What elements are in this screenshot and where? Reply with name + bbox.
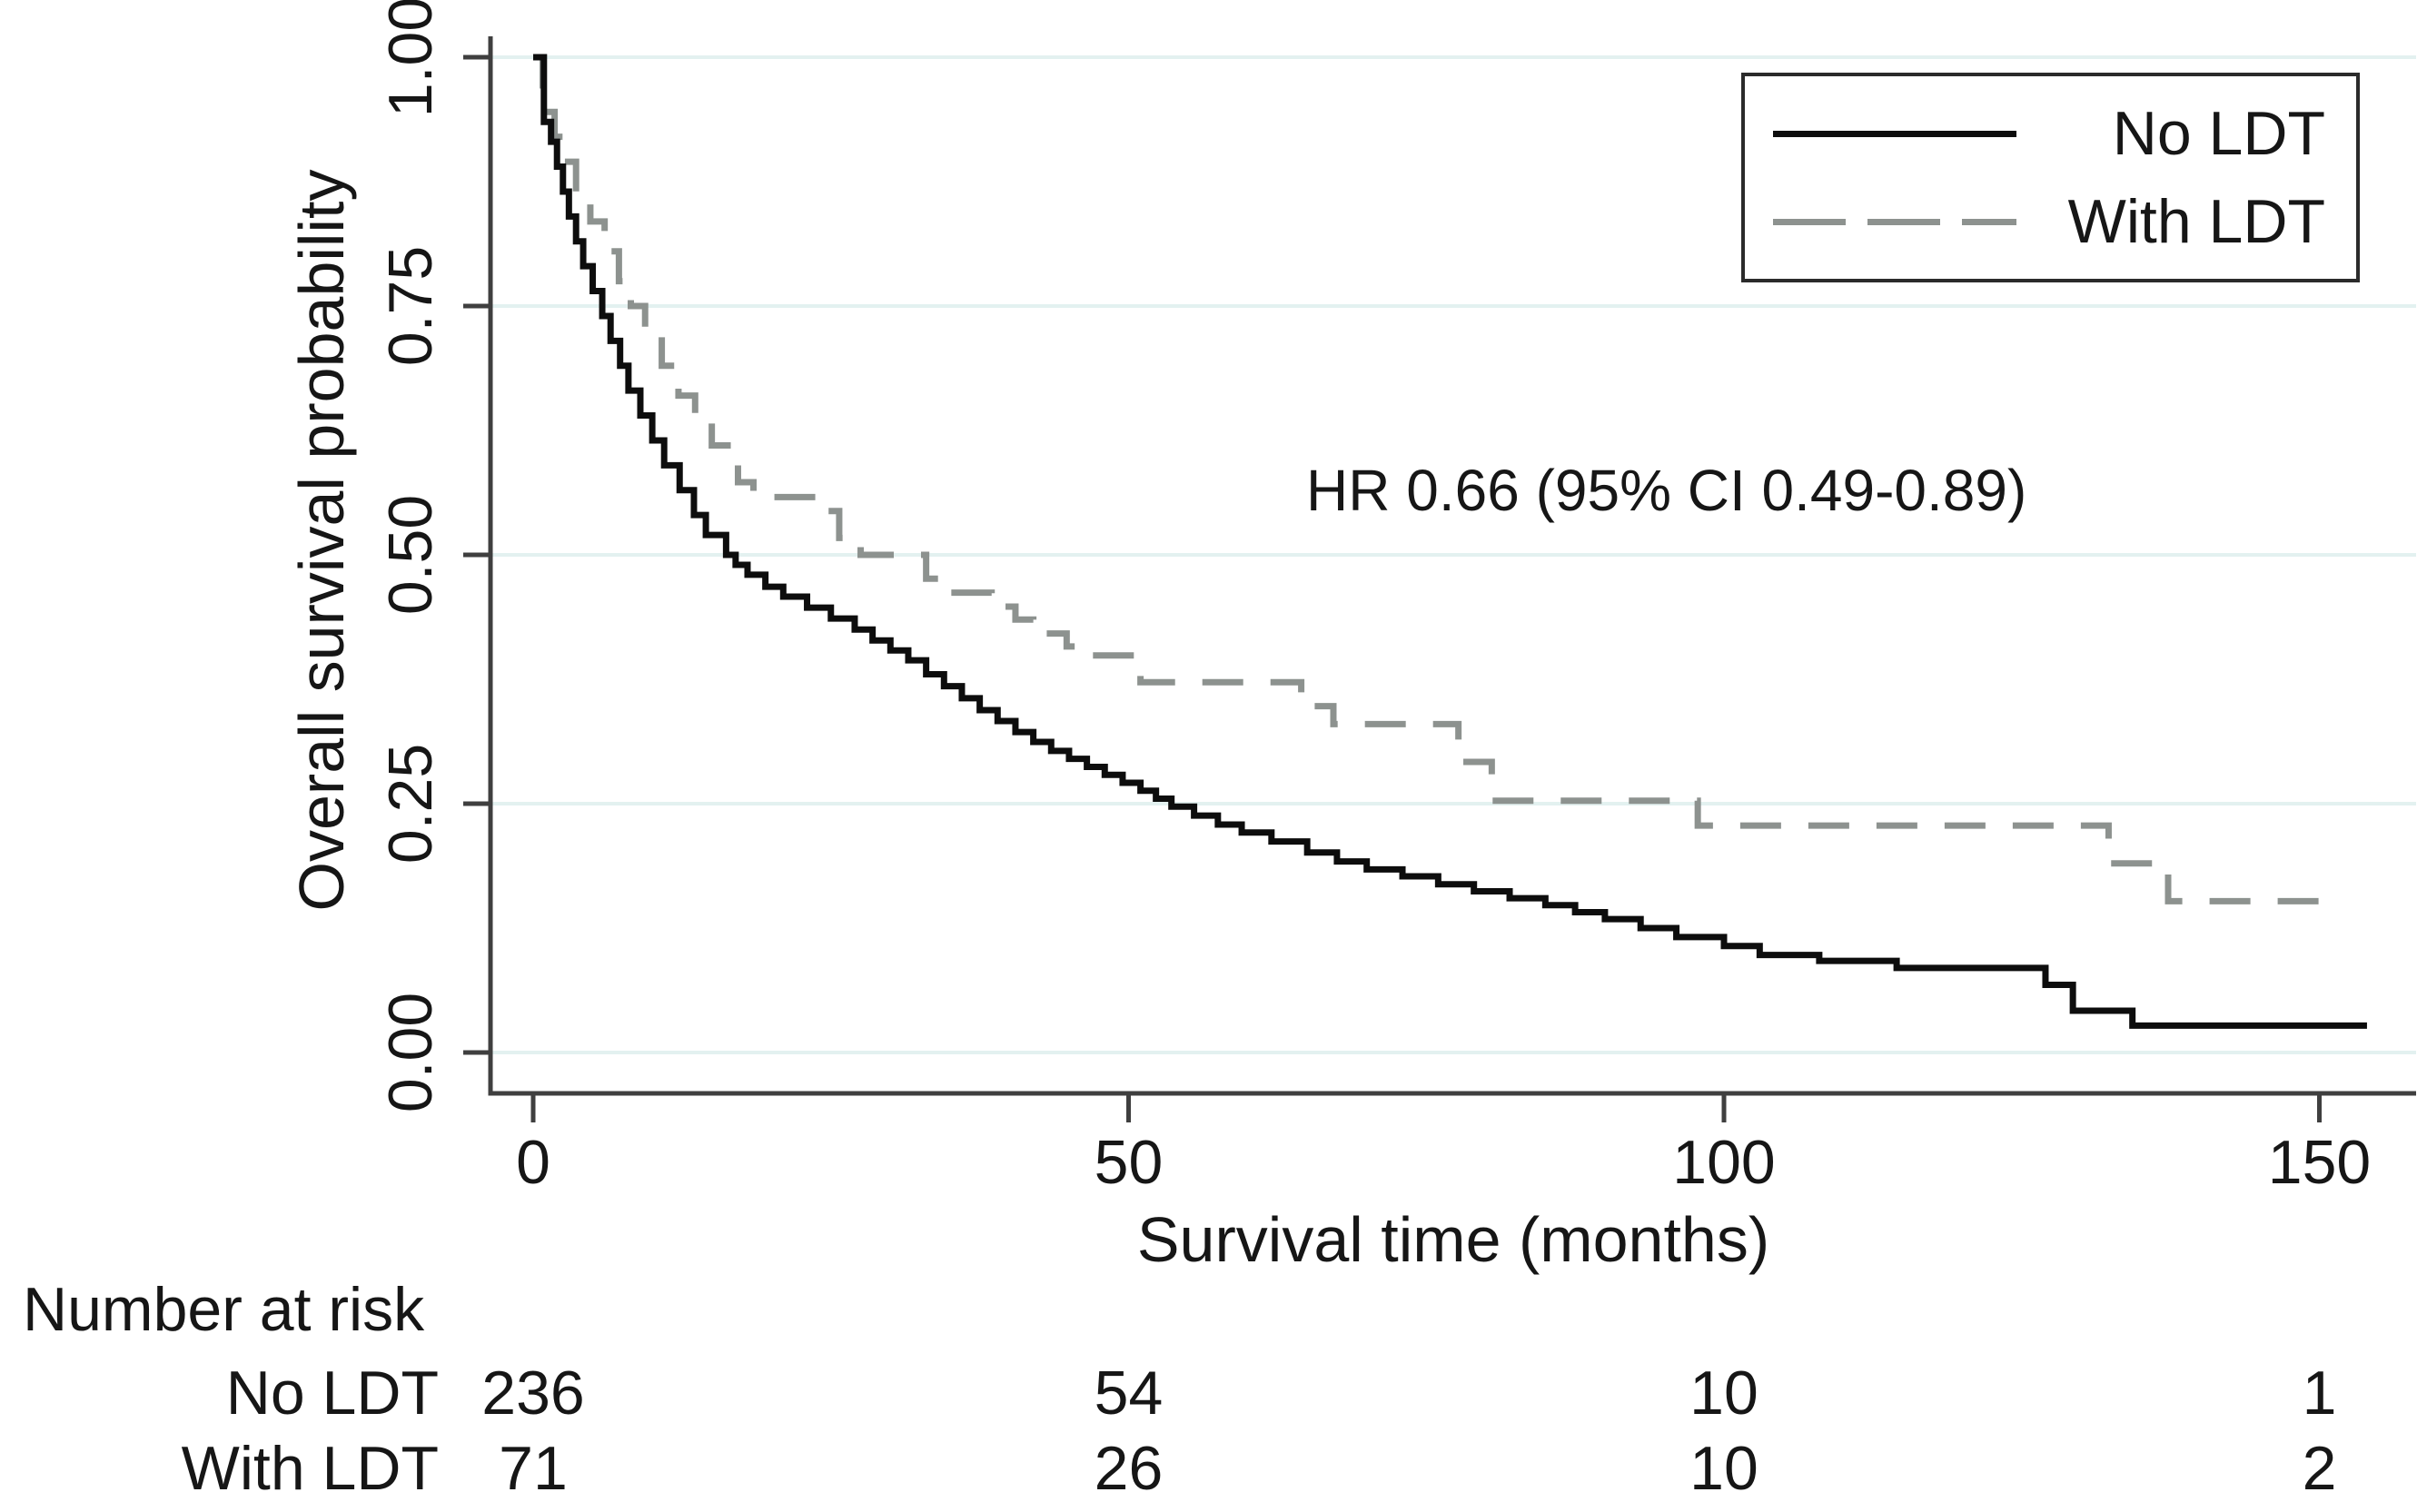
- legend-entry-no-ldt: No LDT: [1745, 103, 2356, 164]
- legend-solid-line-icon: [1773, 130, 2016, 137]
- risk-value-with-ldt-t50: 26: [1094, 1434, 1164, 1503]
- y-tick-label-0.25: 0.25: [376, 743, 445, 865]
- y-tick-label-0.00: 0.00: [376, 992, 445, 1113]
- y-axis-title: Overall survival probability: [286, 169, 357, 912]
- risk-row-label-with-ldt: With LDT: [181, 1434, 439, 1503]
- km-curve-no-ldt: [533, 54, 2367, 1029]
- legend-label-with-ldt: With LDT: [2067, 187, 2325, 256]
- legend-entry-with-ldt: With LDT: [1745, 191, 2356, 252]
- risk-row-label-no-ldt: No LDT: [225, 1359, 439, 1428]
- km-curve-with-ldt: [533, 54, 2332, 904]
- risk-value-with-ldt-t150: 2: [2302, 1434, 2337, 1503]
- x-tick-label-0: 0: [516, 1128, 550, 1197]
- x-tick-label-100: 100: [1672, 1128, 1776, 1197]
- risk-value-no-ldt-t100: 10: [1689, 1359, 1758, 1428]
- y-tick-label-1.00: 1.00: [376, 0, 445, 118]
- risk-value-no-ldt-t0: 236: [481, 1359, 585, 1428]
- x-axis-title: Survival time (months): [1136, 1204, 1770, 1275]
- y-tick-label-0.75: 0.75: [376, 245, 445, 367]
- risk-table-header: Number at risk: [23, 1275, 425, 1344]
- risk-value-with-ldt-t100: 10: [1689, 1434, 1758, 1503]
- risk-value-with-ldt-t0: 71: [499, 1434, 568, 1503]
- legend-label-no-ldt: No LDT: [2112, 99, 2325, 168]
- y-tick-label-0.50: 0.50: [376, 494, 445, 616]
- x-tick-label-150: 150: [2267, 1128, 2372, 1197]
- x-tick-label-50: 50: [1094, 1128, 1164, 1197]
- legend-dashed-line-icon: [1773, 218, 2016, 225]
- risk-value-no-ldt-t50: 54: [1094, 1359, 1164, 1428]
- hazard-ratio-annotation: HR 0.66 (95% CI 0.49-0.89): [1306, 458, 2027, 523]
- legend: No LDT With LDT: [1741, 73, 2360, 282]
- risk-value-no-ldt-t150: 1: [2302, 1359, 2337, 1428]
